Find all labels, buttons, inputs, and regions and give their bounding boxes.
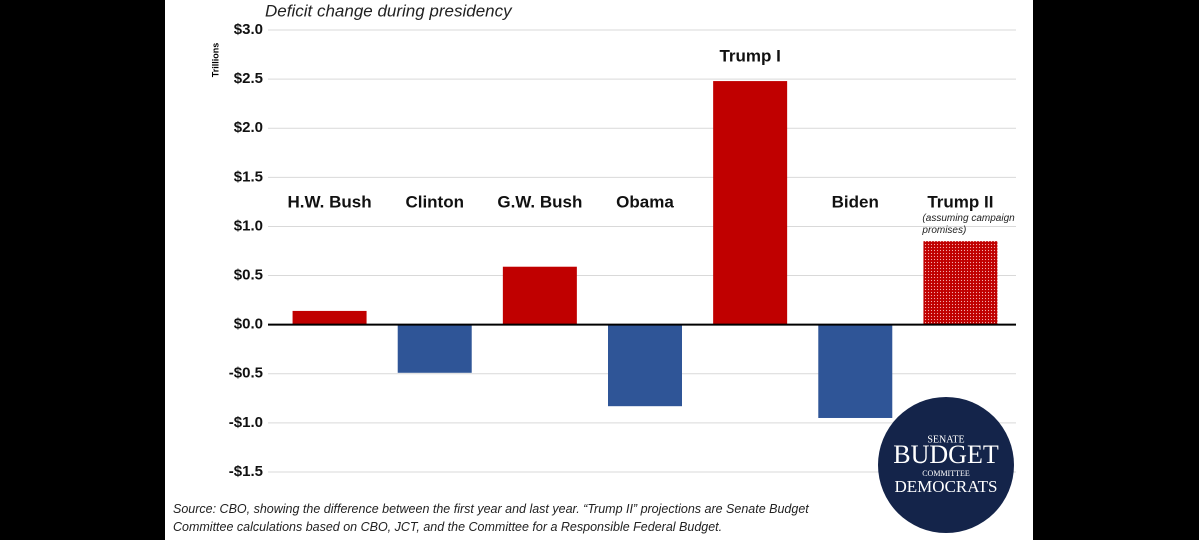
logo-text: DEMOCRATS — [895, 477, 998, 496]
logo-text: SENATE — [927, 434, 964, 445]
logo-text: COMMITTEE — [922, 469, 970, 478]
bar — [923, 241, 998, 325]
chart-title: Deficit change during presidency — [265, 1, 513, 20]
source-note: Source: CBO, showing the difference betw… — [173, 502, 809, 534]
y-tick-label: $1.5 — [234, 168, 263, 185]
annotation: (assuming campaign promises) — [922, 213, 1015, 236]
category-label: Clinton — [405, 192, 464, 211]
y-tick-label: $0.5 — [234, 267, 263, 284]
category-label: Obama — [616, 192, 674, 211]
bar — [818, 324, 893, 418]
y-tick-label: -$1.0 — [229, 414, 263, 431]
y-tick-label: -$0.5 — [229, 365, 263, 382]
y-tick-label: $2.0 — [234, 119, 263, 136]
bar — [292, 310, 367, 325]
logo-circle — [878, 397, 1014, 533]
bar — [608, 324, 682, 407]
bar — [713, 81, 788, 325]
y-tick-label: $0.0 — [234, 316, 263, 333]
logo-text: BUDGET — [893, 440, 999, 469]
y-tick-label: $2.5 — [234, 70, 263, 87]
y-tick-label: -$1.5 — [229, 463, 263, 480]
y-tick-label: $3.0 — [234, 21, 263, 38]
category-label: G.W. Bush — [497, 192, 582, 211]
y-tick-label: $1.0 — [234, 217, 263, 234]
bar — [397, 324, 472, 373]
category-label: Trump II — [927, 192, 993, 211]
logo: SENATE BUDGET COMMITTEE DEMOCRATS — [878, 397, 1014, 533]
y-axis-label: Trillions — [210, 43, 220, 78]
category-label: Biden — [832, 192, 879, 211]
category-label: H.W. Bush — [288, 192, 372, 211]
category-label: Trump I — [719, 47, 780, 66]
bar — [502, 266, 577, 325]
